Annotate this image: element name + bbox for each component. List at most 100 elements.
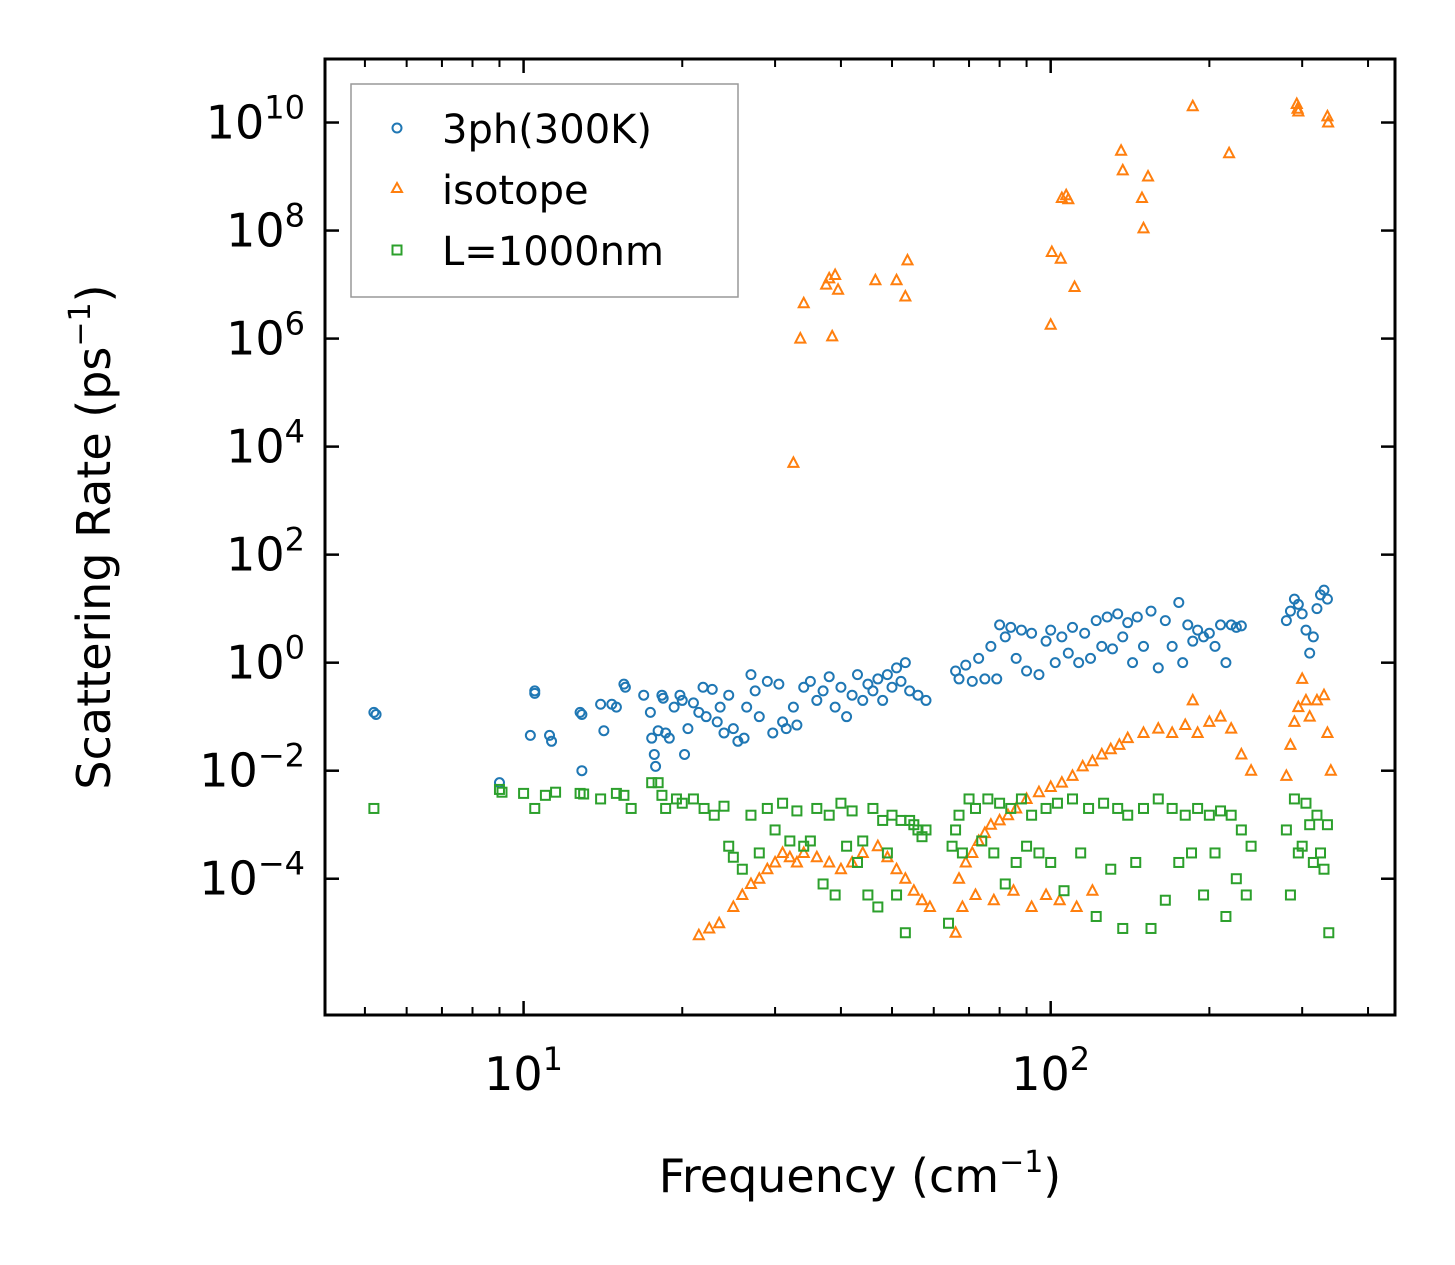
data-point [811,694,823,706]
data-point [1159,894,1171,906]
data-point [1220,657,1232,669]
data-point [956,847,968,859]
data-point [846,805,858,817]
data-point [1075,847,1087,859]
data-point [999,878,1011,890]
data-point [687,697,699,709]
series-isotope [692,96,1338,941]
legend-marker-isotope [390,180,404,193]
data-point [834,861,848,875]
data-point [1209,640,1221,652]
data-point [1056,631,1068,643]
data-point [718,800,730,812]
data-point [1015,624,1027,636]
data-point [1220,910,1232,922]
data-point [898,288,913,302]
data-point [960,659,972,671]
data-point [1112,608,1124,620]
data-point [1114,143,1128,156]
data-point [991,673,1003,685]
data-point [1202,714,1217,727]
data-point [963,793,975,805]
data-point [1315,847,1327,859]
data-point [1006,883,1021,896]
data-point [524,729,536,741]
data-point [1105,863,1117,875]
data-point [881,847,893,859]
data-point [851,669,863,681]
series-3ph(300K) [368,584,1333,789]
data-point [1044,317,1058,330]
data-point [1295,671,1309,684]
data-point [598,725,610,737]
data-point [798,681,810,693]
data-point [797,295,811,309]
data-point [712,915,726,929]
data-point [1304,647,1316,659]
data-point [1095,746,1109,760]
y-axis-title: Scattering Rate (ps−1) [63,284,121,789]
data-point [1186,98,1200,112]
data-point [965,845,979,858]
data-point [761,675,773,687]
data-point [745,809,757,821]
data-point [1186,847,1198,859]
data-point [1230,621,1242,633]
data-point [578,788,590,800]
data-point [923,899,937,912]
data-point [889,272,904,286]
data-point [1203,809,1215,821]
data-point [760,861,774,875]
data-point [790,854,804,868]
data-point [1010,856,1022,868]
data-point [1159,615,1171,627]
data-point [1300,624,1312,636]
data-point [1001,807,1015,821]
data-point [595,698,607,710]
data-point [1005,621,1017,633]
data-point [767,727,779,739]
data-point [646,732,658,744]
data-point [595,793,607,805]
data-point [1096,640,1108,652]
data-point [1085,753,1100,767]
data-point [773,678,785,690]
data-point [1318,584,1330,596]
data-point [987,892,1001,906]
data-point [1005,802,1017,814]
data-point [727,851,739,863]
data-point [1117,631,1129,643]
data-point [1209,847,1221,859]
data-point [735,887,749,900]
data-point [1044,779,1058,792]
data-point [1178,717,1192,731]
data-point [968,887,983,900]
y-tick-label: 10−4 [199,845,305,906]
data-point [1040,635,1052,647]
data-point [702,920,716,934]
data-point [959,854,973,868]
data-point [899,927,911,939]
data-point [1291,103,1305,117]
data-point [1033,847,1045,859]
data-point [955,899,970,912]
legend-box [350,83,739,298]
data-point [889,861,904,875]
data-point [370,708,382,720]
data-point [999,631,1011,643]
data-point [1065,768,1080,781]
data-point [1122,617,1134,629]
data-point [868,272,883,286]
data-point [1145,922,1157,934]
data-point [804,675,816,687]
data-point [891,889,903,901]
data-point [1311,809,1323,821]
data-point [1173,597,1185,609]
data-point [867,685,879,697]
data-point [1321,593,1333,605]
legend-label-l1000nm: L=1000nm [442,229,664,275]
legend: 3ph(300K) isotope L=1000nm [350,83,739,298]
data-point [966,675,978,687]
data-point [1284,605,1296,617]
data-point [984,817,998,830]
